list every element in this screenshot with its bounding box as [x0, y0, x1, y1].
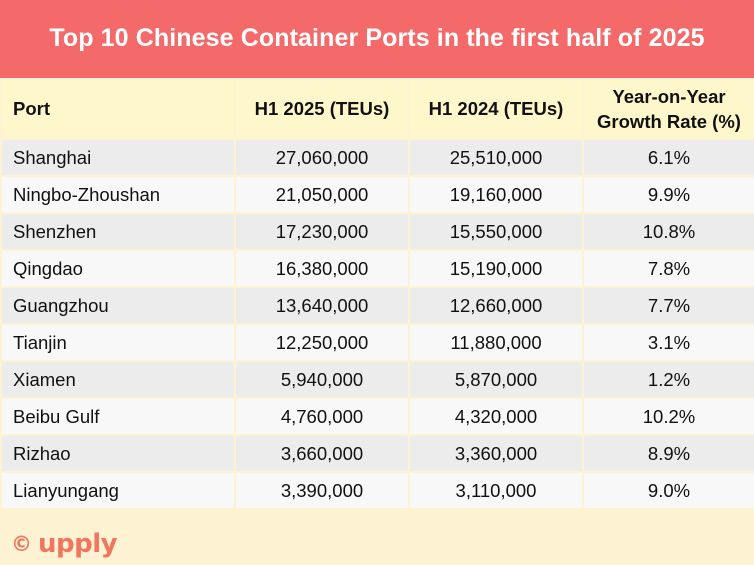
growth-rate-value: 1.2%: [582, 360, 754, 399]
port-name: Tianjin: [0, 323, 236, 362]
h1-2024-value: 19,160,000: [408, 175, 584, 214]
port-name: Shenzhen: [0, 212, 236, 251]
table-row: Ningbo-Zhoushan 21,050,000 19,160,000 9.9%: [0, 175, 754, 214]
h1-2025-value: 27,060,000: [234, 138, 410, 177]
h1-2024-value: 4,320,000: [408, 397, 584, 436]
table-row: Xiamen 5,940,000 5,870,000 1.2%: [0, 360, 754, 399]
h1-2024-value: 15,550,000: [408, 212, 584, 251]
port-name: Xiamen: [0, 360, 236, 399]
port-name: Guangzhou: [0, 286, 236, 325]
h1-2025-value: 3,390,000: [234, 471, 410, 510]
brand-wordmark: upply: [38, 529, 118, 559]
table-row: Qingdao 16,380,000 15,190,000 7.8%: [0, 249, 754, 288]
table-row: Guangzhou 13,640,000 12,660,000 7.7%: [0, 286, 754, 325]
h1-2025-value: 3,660,000: [234, 434, 410, 473]
port-name: Shanghai: [0, 138, 236, 177]
port-name: Rizhao: [0, 434, 236, 473]
port-name: Qingdao: [0, 249, 236, 288]
growth-rate-value: 9.0%: [582, 471, 754, 510]
footer: © upply: [0, 526, 754, 565]
table-row: Rizhao 3,660,000 3,360,000 8.9%: [0, 434, 754, 473]
growth-rate-value: 8.9%: [582, 434, 754, 473]
growth-rate-value: 3.1%: [582, 323, 754, 362]
h1-2024-value: 15,190,000: [408, 249, 584, 288]
chart-title: Top 10 Chinese Container Ports in the fi…: [49, 23, 705, 52]
h1-2025-value: 5,940,000: [234, 360, 410, 399]
h1-2025-value: 4,760,000: [234, 397, 410, 436]
header-growth-rate: Year-on-Year Growth Rate (%): [582, 78, 754, 140]
title-bar: Top 10 Chinese Container Ports in the fi…: [0, 0, 754, 78]
port-name: Beibu Gulf: [0, 397, 236, 436]
h1-2024-value: 11,880,000: [408, 323, 584, 362]
h1-2024-value: 12,660,000: [408, 286, 584, 325]
h1-2025-value: 16,380,000: [234, 249, 410, 288]
ports-table: Port H1 2025 (TEUs) H1 2024 (TEUs) Year-…: [0, 78, 754, 510]
growth-rate-value: 10.8%: [582, 212, 754, 251]
header-h1-2025: H1 2025 (TEUs): [234, 78, 410, 140]
table-body: Shanghai 27,060,000 25,510,000 6.1% Ningbo-Z…: [0, 138, 754, 510]
port-name: Lianyungang: [0, 471, 236, 510]
h1-2024-value: 3,360,000: [408, 434, 584, 473]
port-name: Ningbo-Zhoushan: [0, 175, 236, 214]
header-port: Port: [0, 78, 236, 140]
h1-2025-value: 17,230,000: [234, 212, 410, 251]
growth-rate-value: 7.8%: [582, 249, 754, 288]
h1-2024-value: 3,110,000: [408, 471, 584, 510]
growth-rate-value: 10.2%: [582, 397, 754, 436]
table-row: Lianyungang 3,390,000 3,110,000 9.0%: [0, 471, 754, 510]
h1-2025-value: 12,250,000: [234, 323, 410, 362]
growth-rate-value: 7.7%: [582, 286, 754, 325]
growth-rate-value: 9.9%: [582, 175, 754, 214]
h1-2025-value: 21,050,000: [234, 175, 410, 214]
table-row: Tianjin 12,250,000 11,880,000 3.1%: [0, 323, 754, 362]
table-row: Shanghai 27,060,000 25,510,000 6.1%: [0, 138, 754, 177]
header-h1-2024: H1 2024 (TEUs): [408, 78, 584, 140]
table-header-row: Port H1 2025 (TEUs) H1 2024 (TEUs) Year-…: [0, 78, 754, 140]
h1-2024-value: 25,510,000: [408, 138, 584, 177]
copyright-icon: ©: [11, 532, 32, 556]
upply-logo: © upply: [11, 529, 118, 559]
table-row: Beibu Gulf 4,760,000 4,320,000 10.2%: [0, 397, 754, 436]
h1-2025-value: 13,640,000: [234, 286, 410, 325]
growth-rate-value: 6.1%: [582, 138, 754, 177]
h1-2024-value: 5,870,000: [408, 360, 584, 399]
table-row: Shenzhen 17,230,000 15,550,000 10.8%: [0, 212, 754, 251]
